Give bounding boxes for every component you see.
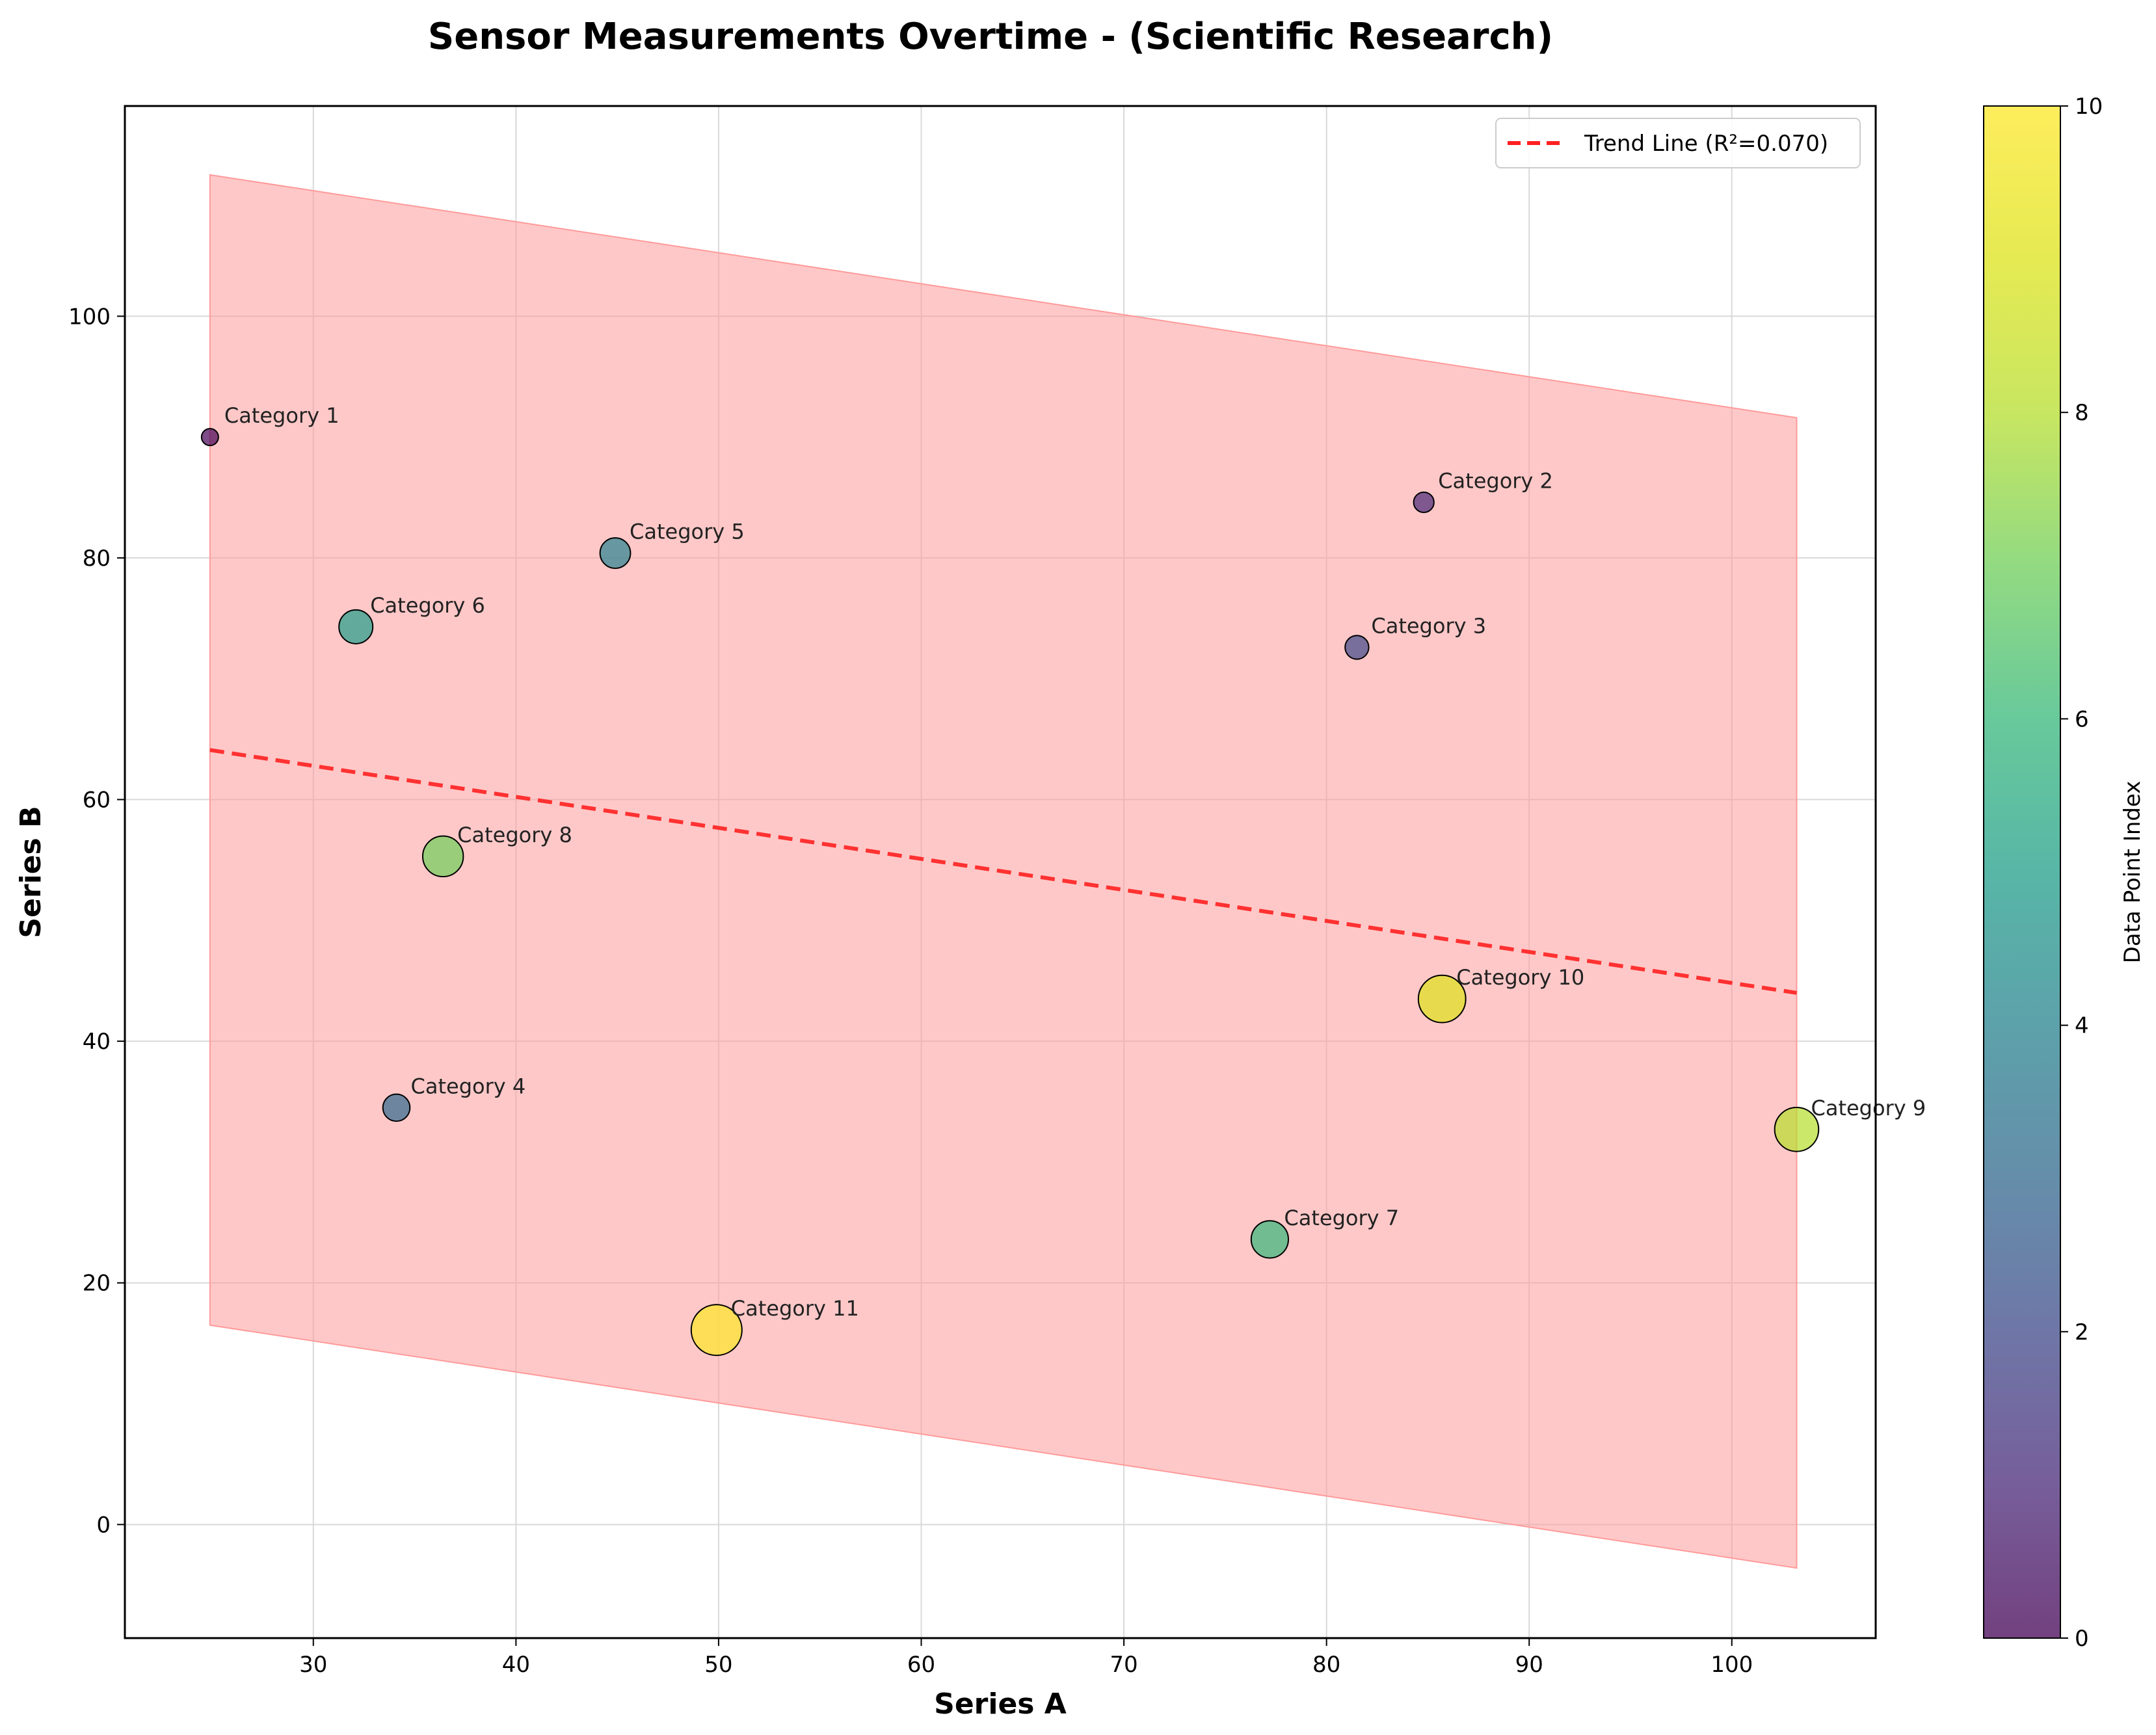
colorbar-label: Data Point Index bbox=[2120, 781, 2146, 964]
x-tick-label: 70 bbox=[1110, 1652, 1138, 1678]
x-tick-label: 80 bbox=[1312, 1652, 1340, 1678]
point-label: Category 1 bbox=[224, 403, 339, 428]
legend-trend-label: Trend Line (R²=0.070) bbox=[1584, 131, 1828, 157]
x-tick-label: 90 bbox=[1515, 1652, 1543, 1678]
colorbar-frame bbox=[1983, 105, 2061, 1639]
x-tick-label: 40 bbox=[502, 1652, 530, 1678]
colorbar-tick-label: 4 bbox=[2075, 1013, 2089, 1039]
y-tick-label: 60 bbox=[83, 788, 111, 814]
point-label: Category 7 bbox=[1284, 1206, 1399, 1230]
point-label: Category 10 bbox=[1456, 965, 1584, 990]
chart-title: Sensor Measurements Overtime - (Scientif… bbox=[428, 16, 1553, 58]
data-point bbox=[1413, 491, 1435, 514]
x-tick-label: 50 bbox=[704, 1652, 732, 1678]
y-tick-label: 0 bbox=[96, 1512, 111, 1538]
y-axis-label: Series B bbox=[14, 806, 47, 938]
colorbar-tick-label: 0 bbox=[2075, 1626, 2089, 1652]
data-point bbox=[421, 835, 464, 878]
trend-line bbox=[209, 748, 1797, 995]
y-tick-label: 100 bbox=[68, 304, 111, 330]
colorbar-tick-label: 2 bbox=[2075, 1319, 2089, 1345]
legend: Trend Line (R²=0.070) bbox=[1495, 118, 1861, 168]
x-axis-label: Series A bbox=[934, 1688, 1067, 1721]
y-tick-label: 80 bbox=[83, 546, 111, 572]
y-tick-label: 20 bbox=[83, 1271, 111, 1297]
legend-box bbox=[1495, 118, 1861, 168]
y-tick-label: 40 bbox=[83, 1029, 111, 1055]
x-tick-label: 60 bbox=[907, 1652, 935, 1678]
data-point bbox=[1344, 635, 1370, 660]
point-label: Category 2 bbox=[1438, 468, 1553, 493]
point-label: Category 4 bbox=[411, 1074, 526, 1098]
colorbar-tick-label: 6 bbox=[2075, 706, 2089, 732]
x-axis-ticks: 30 40 50 60 70 80 90 100 bbox=[299, 1638, 1753, 1678]
trend-line-layer bbox=[209, 748, 1797, 995]
point-label: Category 3 bbox=[1371, 613, 1486, 638]
data-point bbox=[200, 428, 219, 447]
point-label: Category 8 bbox=[457, 823, 572, 847]
point-label: Category 9 bbox=[1811, 1096, 1926, 1120]
colorbar-tick-label: 10 bbox=[2075, 94, 2103, 120]
y-axis-ticks: 0 20 40 60 80 100 bbox=[68, 304, 125, 1538]
plot-frame bbox=[124, 105, 1877, 1639]
colorbar-tick-label: 8 bbox=[2075, 400, 2089, 426]
colorbar-gradient bbox=[1984, 106, 2060, 1638]
point-label: Category 5 bbox=[630, 519, 745, 544]
point-labels-layer: Category 1 Category 2 Category 3 Category 4… bbox=[224, 403, 1926, 1321]
data-point bbox=[690, 1304, 743, 1357]
data-point bbox=[1774, 1106, 1820, 1152]
points-layer bbox=[200, 428, 1820, 1357]
colorbar-ticks: 0 2 4 6 8 10 bbox=[2060, 94, 2103, 1652]
data-point bbox=[1250, 1220, 1289, 1259]
point-label: Category 11 bbox=[731, 1296, 859, 1321]
data-point bbox=[382, 1093, 411, 1122]
x-tick-label: 100 bbox=[1710, 1652, 1753, 1678]
x-tick-label: 30 bbox=[299, 1652, 327, 1678]
data-point bbox=[599, 537, 632, 569]
data-point bbox=[338, 609, 374, 644]
colorbar: 0 2 4 6 8 10 Data Point Index bbox=[1983, 94, 2146, 1652]
data-point bbox=[1417, 974, 1467, 1024]
point-label: Category 6 bbox=[370, 593, 485, 618]
